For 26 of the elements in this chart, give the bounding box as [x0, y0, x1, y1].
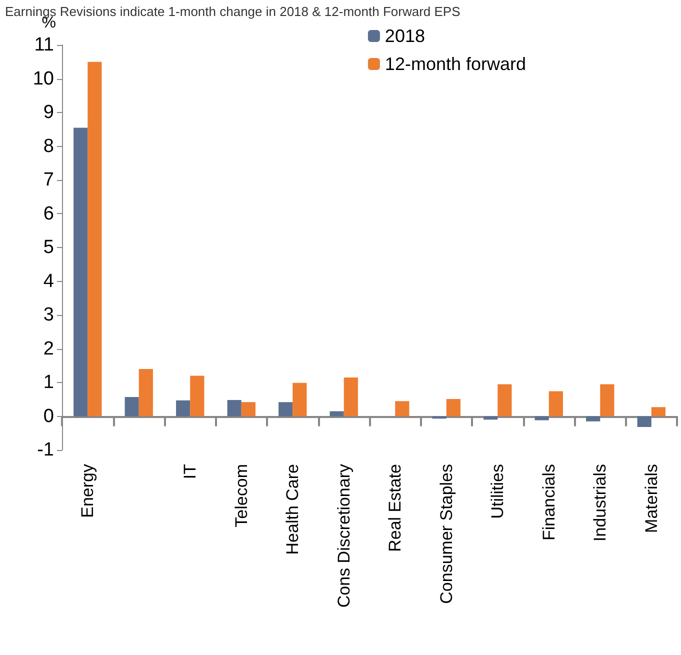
y-tick-label: 5 — [43, 237, 54, 258]
x-tick-label: Energy — [78, 464, 98, 518]
x-tick-label: Financials — [539, 464, 558, 541]
legend-label: 12-month forward — [384, 54, 526, 74]
y-tick-label: 8 — [43, 136, 54, 157]
y-tick-label: 10 — [32, 68, 54, 90]
x-tick-label: Telecom — [232, 464, 251, 528]
y-tick-label: 11 — [34, 34, 54, 56]
x-tick-label: Consumer Staples — [436, 464, 456, 604]
x-tick-label: Industrials — [590, 464, 610, 542]
y-tick-label: 9 — [43, 102, 54, 123]
x-tick-label: Materials — [642, 464, 661, 533]
x-tick-label: Cons Discretionary — [334, 464, 354, 608]
y-tick-label: 1 — [43, 372, 54, 393]
y-tick-label: 0 — [43, 406, 54, 427]
y-tick-label: 6 — [43, 203, 54, 224]
x-tick-label: Health Care — [283, 464, 302, 555]
y-tick-label: 4 — [43, 270, 54, 292]
x-tick-label: IT — [180, 464, 200, 480]
y-tick-label: 7 — [43, 170, 54, 190]
x-tick-label: Real Estate — [386, 464, 405, 552]
y-tick-label: 2 — [43, 338, 54, 360]
y-tick-label: -1 — [37, 440, 54, 460]
legend-label: 2018 — [384, 26, 425, 46]
x-tick-label: Utilities — [488, 464, 508, 519]
y-tick-label: 3 — [43, 304, 54, 326]
